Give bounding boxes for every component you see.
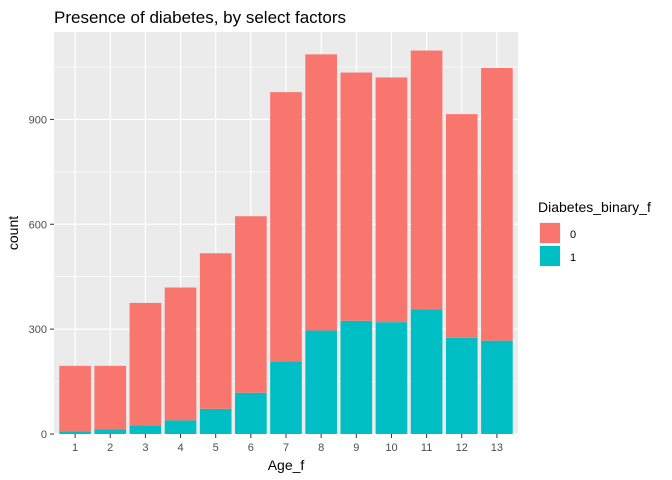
legend-label-1: 1 <box>570 252 576 264</box>
bar-segment-1 <box>129 425 162 434</box>
y-tick-label: 300 <box>29 324 47 336</box>
bar-segment-1 <box>199 408 232 434</box>
y-tick-label: 900 <box>29 114 47 126</box>
y-axis-label: count <box>5 216 21 250</box>
bar-segment-0 <box>199 253 232 409</box>
bar-segment-1 <box>235 392 267 434</box>
x-tick-label: 10 <box>385 442 397 454</box>
bar-segment-1 <box>270 361 302 434</box>
x-tick-label: 1 <box>72 442 78 454</box>
bar-segment-0 <box>59 365 91 432</box>
bar-segment-0 <box>94 365 127 430</box>
x-axis: 1 2 3 4 5 6 7 8 9 10 11 12 13 <box>72 434 503 454</box>
bar-segment-0 <box>129 302 162 426</box>
bar-segment-0 <box>235 216 267 393</box>
x-tick-label: 9 <box>353 442 359 454</box>
bar-segment-1 <box>164 420 197 434</box>
chart-title: Presence of diabetes, by select factors <box>54 8 346 27</box>
bar-segment-1 <box>59 431 91 434</box>
x-tick-label: 4 <box>177 442 183 454</box>
bar-segment-0 <box>164 287 197 421</box>
x-tick-label: 13 <box>491 442 503 454</box>
bar-segment-1 <box>445 337 478 434</box>
bar-segment-0 <box>270 92 302 362</box>
x-tick-label: 12 <box>456 442 468 454</box>
x-tick-label: 7 <box>283 442 289 454</box>
legend-key-1 <box>540 246 560 266</box>
legend-key-0 <box>540 223 560 243</box>
x-tick-label: 5 <box>213 442 219 454</box>
y-axis: 0 300 600 900 <box>29 114 54 441</box>
bar-segment-1 <box>305 330 337 434</box>
bar-segment-0 <box>445 114 478 338</box>
x-tick-label: 8 <box>318 442 324 454</box>
x-axis-label: Age_f <box>268 457 305 473</box>
x-tick-label: 6 <box>248 442 254 454</box>
bars <box>59 50 513 434</box>
legend-label-0: 0 <box>570 229 576 241</box>
legend-items: 01 <box>539 222 576 267</box>
bar-segment-0 <box>305 54 337 331</box>
x-tick-label: 3 <box>142 442 148 454</box>
bar-segment-0 <box>340 72 373 321</box>
y-tick-label: 0 <box>41 429 47 441</box>
bar-segment-1 <box>340 320 373 434</box>
bar-segment-1 <box>481 340 513 434</box>
bar-segment-0 <box>481 68 513 341</box>
bar-segment-1 <box>94 429 127 434</box>
x-tick-label: 11 <box>421 442 432 454</box>
legend: Diabetes_binary_f 01 <box>538 199 651 267</box>
x-tick-label: 2 <box>107 442 113 454</box>
bar-segment-0 <box>410 50 443 310</box>
bar-segment-1 <box>375 322 408 434</box>
bar-segment-1 <box>410 309 443 434</box>
legend-title: Diabetes_binary_f <box>538 199 651 215</box>
y-tick-label: 600 <box>29 219 47 231</box>
bar-segment-0 <box>375 77 408 323</box>
